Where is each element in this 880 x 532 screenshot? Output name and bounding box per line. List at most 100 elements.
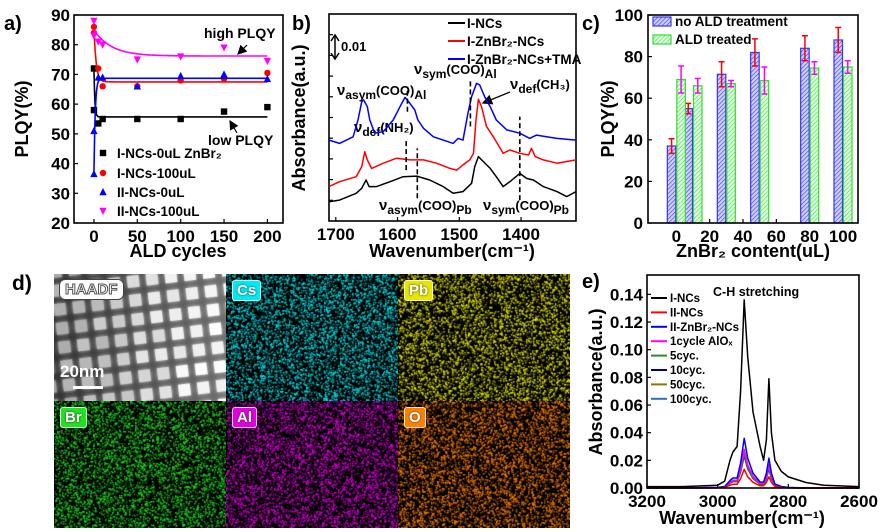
data-point-series-2 <box>90 169 98 178</box>
error-bar <box>685 102 692 115</box>
data-point-series-2 <box>133 82 142 90</box>
high-plqy-annotation: high PLQY <box>204 25 276 41</box>
y-tick-label: 100 <box>615 6 643 25</box>
data-point-series-0 <box>177 115 184 123</box>
y-tick-label: 50 <box>51 125 70 144</box>
pb-label: Pb <box>404 280 434 301</box>
panel-e-ch-stretching: Absorbance(a.u.) Wavenumber(cm⁻¹) C-H st… <box>586 274 878 528</box>
legend-marker <box>99 207 107 215</box>
panel-e-label: e) <box>582 271 600 293</box>
y-tick-label: 90 <box>51 6 70 25</box>
bar-no-ald <box>800 47 810 224</box>
data-point-series-1 <box>95 65 102 72</box>
y-tick-label: 0.02 <box>610 451 643 470</box>
x-tick-label: 80 <box>800 227 819 246</box>
pb-map: Pb <box>398 274 570 401</box>
y-tick-label: 40 <box>624 131 643 150</box>
x-tick-label: 100 <box>166 227 194 246</box>
legend-label: I-NCs <box>467 16 502 31</box>
data-point-series-3 <box>263 57 272 66</box>
annotation-def-ch3: νdef(CH₃) <box>510 76 570 96</box>
bar-ald-treated <box>809 67 820 224</box>
legend-label: 10cyc. <box>670 365 705 377</box>
data-point-series-1 <box>99 83 106 90</box>
error-bar <box>811 61 818 76</box>
annotation-sym-coo-pb: νsym(COO)Pb <box>483 197 569 217</box>
data-point-series-1 <box>264 69 271 77</box>
y-tick-label: 80 <box>51 36 70 55</box>
data-point-series-3 <box>133 56 142 64</box>
data-point-series-2 <box>176 71 185 80</box>
y-tick-label: 80 <box>624 48 643 67</box>
haadf-label: HAADF <box>59 279 124 300</box>
y-tick-label: 0.06 <box>610 396 643 415</box>
x-tick-label: 20 <box>700 227 719 246</box>
br-map: Br <box>54 401 226 528</box>
panel-a-plot-frame <box>73 14 284 224</box>
panel-d-label: d) <box>12 272 32 295</box>
o-map: O <box>398 401 570 528</box>
x-tick-label: 50 <box>128 227 147 246</box>
data-point-series-2 <box>90 126 98 135</box>
x-tick-label: 0 <box>89 227 98 246</box>
error-bar <box>728 79 735 88</box>
legend-label: I-NCs-0uL ZnBr₂ <box>117 146 222 161</box>
error-bar <box>668 138 675 155</box>
low-plqy-arrow <box>229 119 239 134</box>
legend-label: II-NCs <box>670 307 703 319</box>
panel-b-label: b) <box>292 13 311 35</box>
spectrum-series-2 <box>328 82 577 145</box>
data-point-series-3 <box>90 32 98 40</box>
bar-no-ald <box>716 73 727 224</box>
al-label: Al <box>232 407 257 428</box>
panel-a-label: a) <box>4 13 22 35</box>
data-point-series-0 <box>95 120 102 127</box>
error-bar <box>751 38 758 67</box>
bar-ald-treated <box>692 85 703 224</box>
spectrum-series-0 <box>328 155 577 203</box>
bar-ald-treated <box>759 79 770 224</box>
y-tick-label: 40 <box>51 155 70 174</box>
y-tick-label: 20 <box>51 214 70 233</box>
high-plqy-arrow <box>237 44 248 55</box>
scale-bar <box>73 386 103 389</box>
legend-marker <box>99 188 107 196</box>
error-bar <box>844 60 851 74</box>
panel-e-title: C-H stretching <box>713 285 799 299</box>
x-tick-label: 3200 <box>628 492 666 511</box>
data-point-series-0 <box>220 108 228 115</box>
x-tick-label: 2600 <box>840 492 878 511</box>
legend-label: I-ZnBr₂-NCs+TMA <box>467 52 582 67</box>
scale-bar-label: 0.01 <box>341 39 366 54</box>
panel-c-ylabel: PLQY(%) <box>598 80 618 157</box>
legend-marker <box>99 149 107 157</box>
legend-label: I-NCs <box>670 293 700 305</box>
data-point-series-3 <box>94 38 102 46</box>
bar-ald-treated <box>676 78 686 224</box>
panel-b-ftir: Absorbance(a.u.) Wavenumber(cm⁻¹) 0.01 ν… <box>289 13 582 261</box>
data-point-series-0 <box>134 115 141 123</box>
x-tick-label: 40 <box>734 227 753 246</box>
x-tick-label: 60 <box>767 227 786 246</box>
panel-a-xlabel: ALD cycles <box>129 241 226 261</box>
y-tick-label: 20 <box>624 172 643 191</box>
panel-e-xlabel: Wavenumber(cm⁻¹) <box>659 508 825 528</box>
panel-b-xlabel: Wavenumber(cm⁻¹) <box>369 241 535 261</box>
y-tick-label: 0.12 <box>610 313 643 332</box>
y-tick-label: 30 <box>51 184 70 203</box>
legend-label: I-NCs-100uL <box>117 166 196 181</box>
error-bar <box>801 35 808 62</box>
x-tick-label: 100 <box>829 227 857 246</box>
bar-no-ald <box>833 39 844 224</box>
x-tick-label: 0 <box>672 227 681 246</box>
legend-label: II-NCs-100uL <box>117 204 200 219</box>
data-point-series-3 <box>90 17 98 25</box>
legend-label: II-ZnBr₂-NCs <box>670 322 739 334</box>
legend-label: I-ZnBr₂-NCs <box>467 34 544 49</box>
cs-label: Cs <box>232 280 262 301</box>
x-tick-label: 1400 <box>502 225 540 244</box>
x-tick-label: 1700 <box>317 225 355 244</box>
x-tick-label: 3000 <box>699 492 737 511</box>
